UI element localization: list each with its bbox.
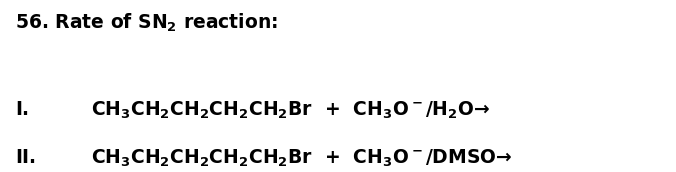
Text: 56. Rate of $\mathregular{SN_2}$ reaction:: 56. Rate of $\mathregular{SN_2}$ reactio… <box>15 12 278 34</box>
Text: II.: II. <box>15 148 36 167</box>
Text: CH$\mathregular{_3}$CH$\mathregular{_2}$CH$\mathregular{_2}$CH$\mathregular{_2}$: CH$\mathregular{_3}$CH$\mathregular{_2}$… <box>91 100 491 121</box>
Text: I.: I. <box>15 100 29 119</box>
Text: CH$\mathregular{_3}$CH$\mathregular{_2}$CH$\mathregular{_2}$CH$\mathregular{_2}$: CH$\mathregular{_3}$CH$\mathregular{_2}$… <box>91 148 512 169</box>
